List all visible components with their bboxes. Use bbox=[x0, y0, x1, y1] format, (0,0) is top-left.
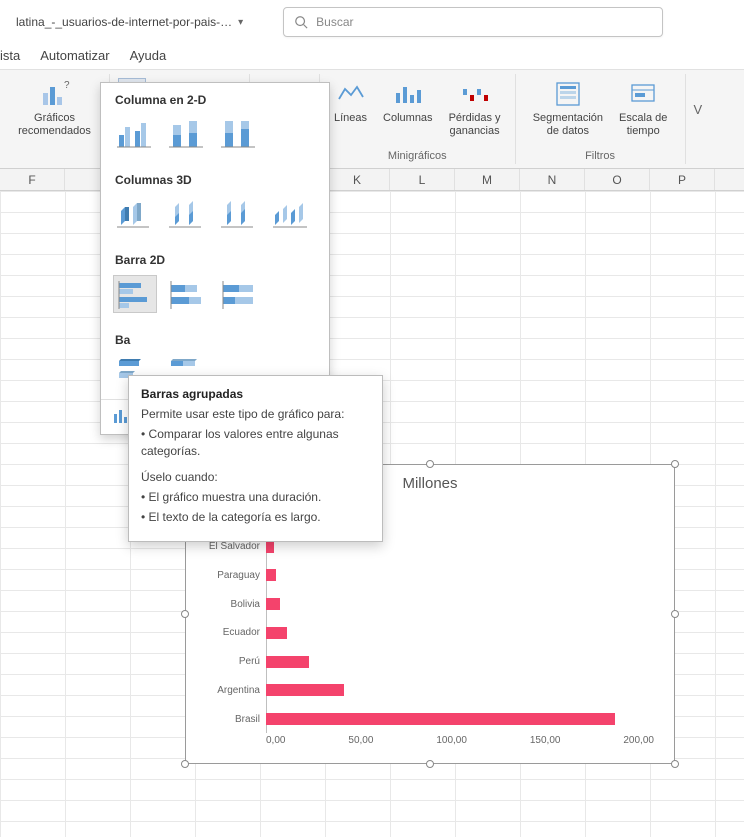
dropdown-section-bar2d: Barra 2D bbox=[101, 243, 329, 273]
category-label: El Salvador bbox=[190, 541, 266, 552]
tooltip-line: Permite usar este tipo de gráfico para: bbox=[141, 406, 370, 422]
sparkline-line-icon bbox=[335, 78, 367, 110]
svg-text:?: ? bbox=[64, 80, 70, 91]
chart-option-stacked-bar[interactable] bbox=[165, 275, 209, 313]
category-label: Bolivia bbox=[190, 599, 266, 610]
filename-chip[interactable]: latina_-_usuarios-de-internet-por-pais-…… bbox=[8, 11, 251, 33]
sparkline-lines-label: Líneas bbox=[334, 112, 367, 125]
x-tick: 150,00 bbox=[530, 735, 561, 753]
tab-vista[interactable]: ista bbox=[0, 48, 20, 63]
col-header[interactable]: N bbox=[520, 169, 585, 190]
data-bar[interactable] bbox=[266, 627, 287, 639]
filters-group-label: Filtros bbox=[524, 148, 677, 162]
col-header[interactable]: O bbox=[585, 169, 650, 190]
chart-option-tooltip: Barras agrupadas Permite usar este tipo … bbox=[128, 375, 383, 542]
ribbon-group-charts: ? Gráficos recomendados bbox=[0, 74, 110, 164]
chart-option-3d-stacked100[interactable] bbox=[217, 195, 261, 233]
chevron-down-icon: ▾ bbox=[238, 17, 243, 28]
resize-handle[interactable] bbox=[181, 760, 189, 768]
bar-row: Bolivia bbox=[266, 595, 654, 613]
slicer-icon bbox=[552, 78, 584, 110]
category-label: Ecuador bbox=[190, 627, 266, 638]
tooltip-line: Úselo cuando: bbox=[141, 469, 370, 485]
x-tick: 100,00 bbox=[436, 735, 467, 753]
sparklines-group-label: Minigráficos bbox=[328, 148, 507, 162]
data-bar[interactable] bbox=[266, 684, 344, 696]
resize-handle[interactable] bbox=[671, 460, 679, 468]
sparkline-columns-label: Columnas bbox=[383, 112, 433, 125]
search-placeholder: Buscar bbox=[316, 15, 353, 29]
timeline-button[interactable]: Escala de tiempo bbox=[613, 76, 673, 139]
resize-handle[interactable] bbox=[181, 610, 189, 618]
col-header[interactable]: K bbox=[325, 169, 390, 190]
ribbon-overflow[interactable]: V bbox=[694, 76, 703, 117]
x-tick: 200,00 bbox=[623, 735, 654, 753]
tooltip-bullet: • Comparar los valores entre algunas cat… bbox=[141, 426, 370, 458]
dropdown-section-bar3d: Ba bbox=[101, 323, 329, 347]
sparkline-columns-button[interactable]: Columnas bbox=[377, 76, 439, 127]
chart-option-stacked100-column[interactable] bbox=[217, 115, 261, 153]
filename-text: latina_-_usuarios-de-internet-por-pais-… bbox=[16, 15, 232, 29]
category-label: Perú bbox=[190, 656, 266, 667]
recommended-charts-button[interactable]: ? Gráficos recomendados bbox=[12, 76, 97, 139]
search-icon bbox=[294, 15, 308, 29]
chart-option-3d-clustered[interactable] bbox=[113, 195, 157, 233]
resize-handle[interactable] bbox=[671, 760, 679, 768]
bar-row: Paraguay bbox=[266, 566, 654, 584]
x-axis-ticks: 0,00 50,00 100,00 150,00 200,00 bbox=[266, 735, 654, 753]
tooltip-title: Barras agrupadas bbox=[141, 386, 370, 402]
data-bar[interactable] bbox=[266, 656, 309, 668]
col-header[interactable]: M bbox=[455, 169, 520, 190]
category-label: Brasil bbox=[190, 714, 266, 725]
sparkline-lines-button[interactable]: Líneas bbox=[328, 76, 373, 127]
ribbon-group-sparklines: Líneas Columnas Pérdidas y ganancias Min… bbox=[320, 74, 516, 164]
sparkline-winloss-label: Pérdidas y ganancias bbox=[449, 112, 501, 137]
timeline-label: Escala de tiempo bbox=[619, 112, 667, 137]
bar-row: Brasil bbox=[266, 710, 654, 728]
dropdown-section-col2d: Columna en 2-D bbox=[101, 83, 329, 113]
bar-row: Argentina bbox=[266, 681, 654, 699]
category-label: Argentina bbox=[190, 685, 266, 696]
chart-option-stacked100-bar[interactable] bbox=[217, 275, 261, 313]
titlebar: latina_-_usuarios-de-internet-por-pais-…… bbox=[0, 0, 744, 44]
sparkline-winloss-icon bbox=[459, 78, 491, 110]
chart-option-3d-stacked[interactable] bbox=[165, 195, 209, 233]
ribbon-group-overflow: V bbox=[686, 74, 711, 164]
recommended-charts-icon: ? bbox=[39, 78, 71, 110]
bar-row: Perú bbox=[266, 653, 654, 671]
slicer-button[interactable]: Segmentación de datos bbox=[527, 76, 609, 139]
recommended-charts-label: Gráficos recomendados bbox=[18, 112, 91, 137]
col-header[interactable]: L bbox=[390, 169, 455, 190]
col-header[interactable]: P bbox=[650, 169, 715, 190]
sparkline-winloss-button[interactable]: Pérdidas y ganancias bbox=[443, 76, 507, 139]
resize-handle[interactable] bbox=[671, 610, 679, 618]
resize-handle[interactable] bbox=[426, 760, 434, 768]
chart-option-3d-column[interactable] bbox=[269, 195, 313, 233]
data-bar[interactable] bbox=[266, 713, 615, 725]
bar-row: Ecuador bbox=[266, 624, 654, 642]
tooltip-bullet: • El texto de la categoría es largo. bbox=[141, 509, 370, 525]
timeline-icon bbox=[627, 78, 659, 110]
ribbon-tabs: ista Automatizar Ayuda bbox=[0, 44, 744, 69]
ribbon-group-filters: Segmentación de datos Escala de tiempo F… bbox=[516, 74, 686, 164]
resize-handle[interactable] bbox=[426, 460, 434, 468]
slicer-label: Segmentación de datos bbox=[533, 112, 603, 137]
x-tick: 50,00 bbox=[348, 735, 373, 753]
category-label: Paraguay bbox=[190, 570, 266, 581]
search-input[interactable]: Buscar bbox=[283, 7, 663, 37]
col-header[interactable]: F bbox=[0, 169, 65, 190]
chart-option-clustered-bar[interactable] bbox=[113, 275, 157, 313]
x-tick: 0,00 bbox=[266, 735, 285, 753]
data-bar[interactable] bbox=[266, 598, 280, 610]
dropdown-section-col3d: Columnas 3D bbox=[101, 163, 329, 193]
sparkline-col-icon bbox=[392, 78, 424, 110]
tooltip-bullet: • El gráfico muestra una duración. bbox=[141, 489, 370, 505]
data-bar[interactable] bbox=[266, 569, 276, 581]
tab-automatizar[interactable]: Automatizar bbox=[40, 48, 109, 63]
tab-ayuda[interactable]: Ayuda bbox=[130, 48, 167, 63]
chart-option-clustered-column[interactable] bbox=[113, 115, 157, 153]
chart-option-stacked-column[interactable] bbox=[165, 115, 209, 153]
